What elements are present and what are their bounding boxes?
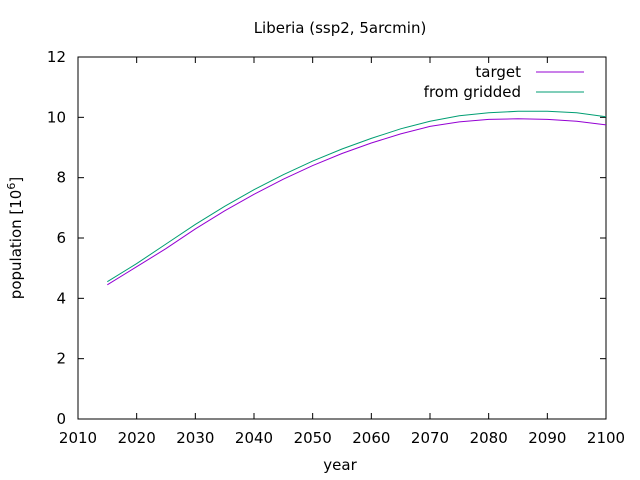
y-axis-label-prefix: population [10	[7, 190, 25, 300]
x-tick-label: 2020	[118, 429, 156, 447]
x-tick-label: 2010	[59, 429, 97, 447]
series-line-from-gridded	[107, 110, 607, 283]
x-tick-label: 2040	[235, 429, 273, 447]
x-tick-label: 2070	[411, 429, 449, 447]
chart-title: Liberia (ssp2, 5arcmin)	[254, 19, 427, 37]
x-tick-label: 2030	[176, 429, 214, 447]
series-line-target	[107, 118, 607, 286]
y-tick-label: 12	[47, 48, 66, 66]
y-axis-label-suffix: ]	[7, 177, 25, 183]
legend: target from gridded	[424, 63, 584, 101]
y-tick-label: 10	[47, 108, 66, 126]
series-layer	[107, 110, 607, 286]
y-tick-label: 4	[56, 289, 66, 307]
y-tick-label: 6	[56, 229, 66, 247]
y-axis-label-exponent: 6	[5, 183, 18, 190]
x-tick-label: 2090	[528, 429, 566, 447]
plot-area: 2010 2020 2030 2040 2050 2060 2070 2080 2090 2100…	[47, 48, 625, 447]
x-axis-label: year	[323, 456, 357, 474]
x-tick-label: 2080	[470, 429, 508, 447]
legend-label: from gridded	[424, 83, 521, 101]
x-tick-label: 2050	[294, 429, 332, 447]
legend-label: target	[475, 63, 521, 81]
y-tick-label: 0	[56, 410, 66, 428]
y-axis-label: population [106]	[5, 177, 25, 299]
x-tick-label: 2100	[587, 429, 625, 447]
y-tick-label: 8	[56, 169, 66, 187]
x-tick-label: 2060	[352, 429, 390, 447]
y-tick-label: 2	[56, 350, 66, 368]
